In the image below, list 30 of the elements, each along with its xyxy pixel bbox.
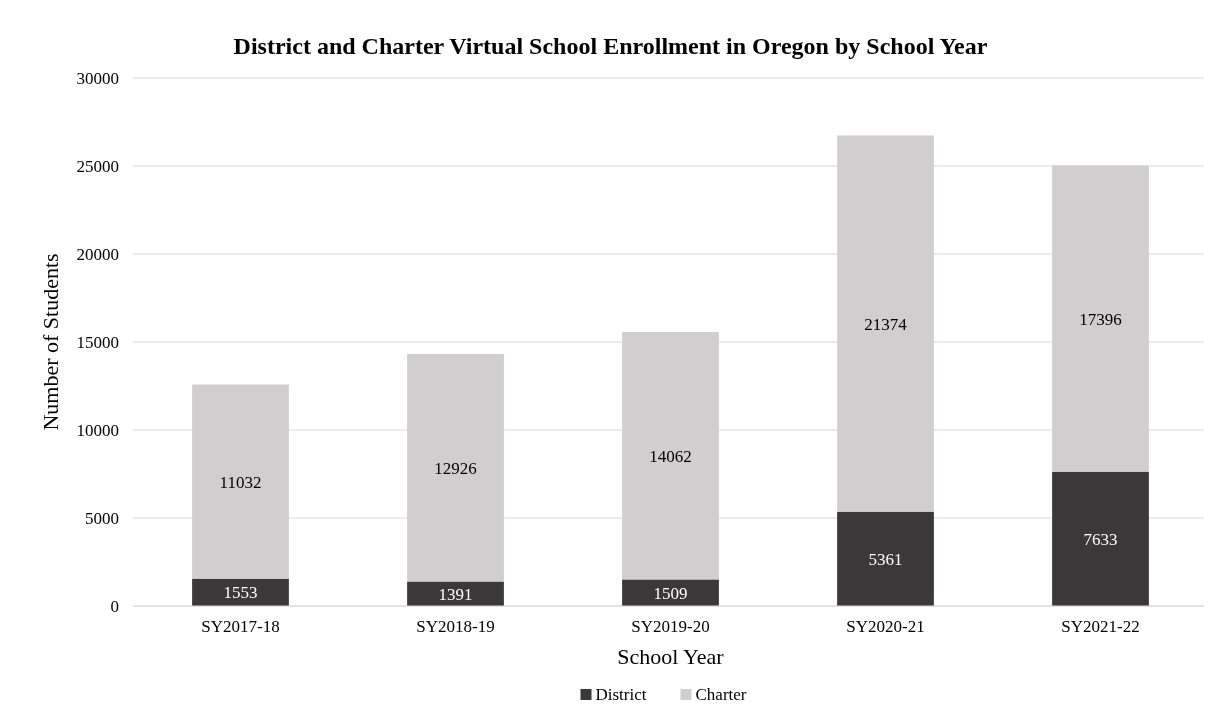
x-tick-label: SY2018-19 [416,617,495,636]
bar [622,579,719,606]
y-axis-title: Number of Students [38,253,63,431]
data-label: 11032 [219,472,262,492]
y-tick-label: 10000 [76,421,119,440]
x-tick-label: SY2019-20 [631,617,710,636]
data-label: 17396 [1079,309,1122,329]
data-label: 1553 [223,583,258,603]
legend-label: District [595,685,647,704]
y-tick-label: 5000 [85,509,119,528]
y-tick-label: 20000 [76,245,119,264]
legend-label: Charter [695,685,747,704]
chart-title: District and Charter Virtual School Enrollment in Oregon by School Year [233,33,988,59]
data-label: 1509 [653,583,688,603]
y-tick-label: 0 [110,597,119,616]
x-axis-title: School Year [617,644,725,669]
y-tick-label: 15000 [76,333,119,352]
y-tick-label: 25000 [76,157,119,176]
x-tick-label: SY2020-21 [846,617,925,636]
data-label: 7633 [1083,529,1118,549]
data-label: 12926 [434,458,477,478]
data-label: 5361 [868,549,903,569]
x-tick-label: SY2021-22 [1061,617,1140,636]
bar [837,511,934,606]
data-label: 21374 [864,314,908,334]
data-label: 1391 [438,584,473,604]
y-tick-label: 30000 [76,69,119,88]
x-tick-label: SY2017-18 [201,617,280,636]
data-label: 14062 [649,446,692,466]
bar [1052,471,1149,606]
